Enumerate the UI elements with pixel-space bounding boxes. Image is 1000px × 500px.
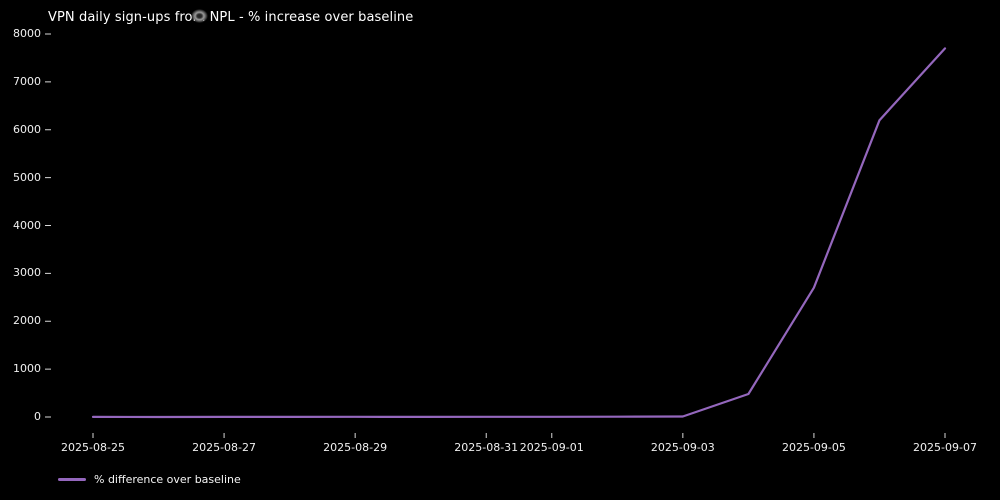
legend-label: % difference over baseline xyxy=(94,473,241,486)
line-series xyxy=(91,47,947,419)
legend: % difference over baseline xyxy=(58,472,241,487)
chart-title: VPN daily sign-ups from NPL - % increase… xyxy=(48,10,414,25)
legend-swatch-line xyxy=(58,478,86,481)
smudge-artifact xyxy=(191,9,208,23)
